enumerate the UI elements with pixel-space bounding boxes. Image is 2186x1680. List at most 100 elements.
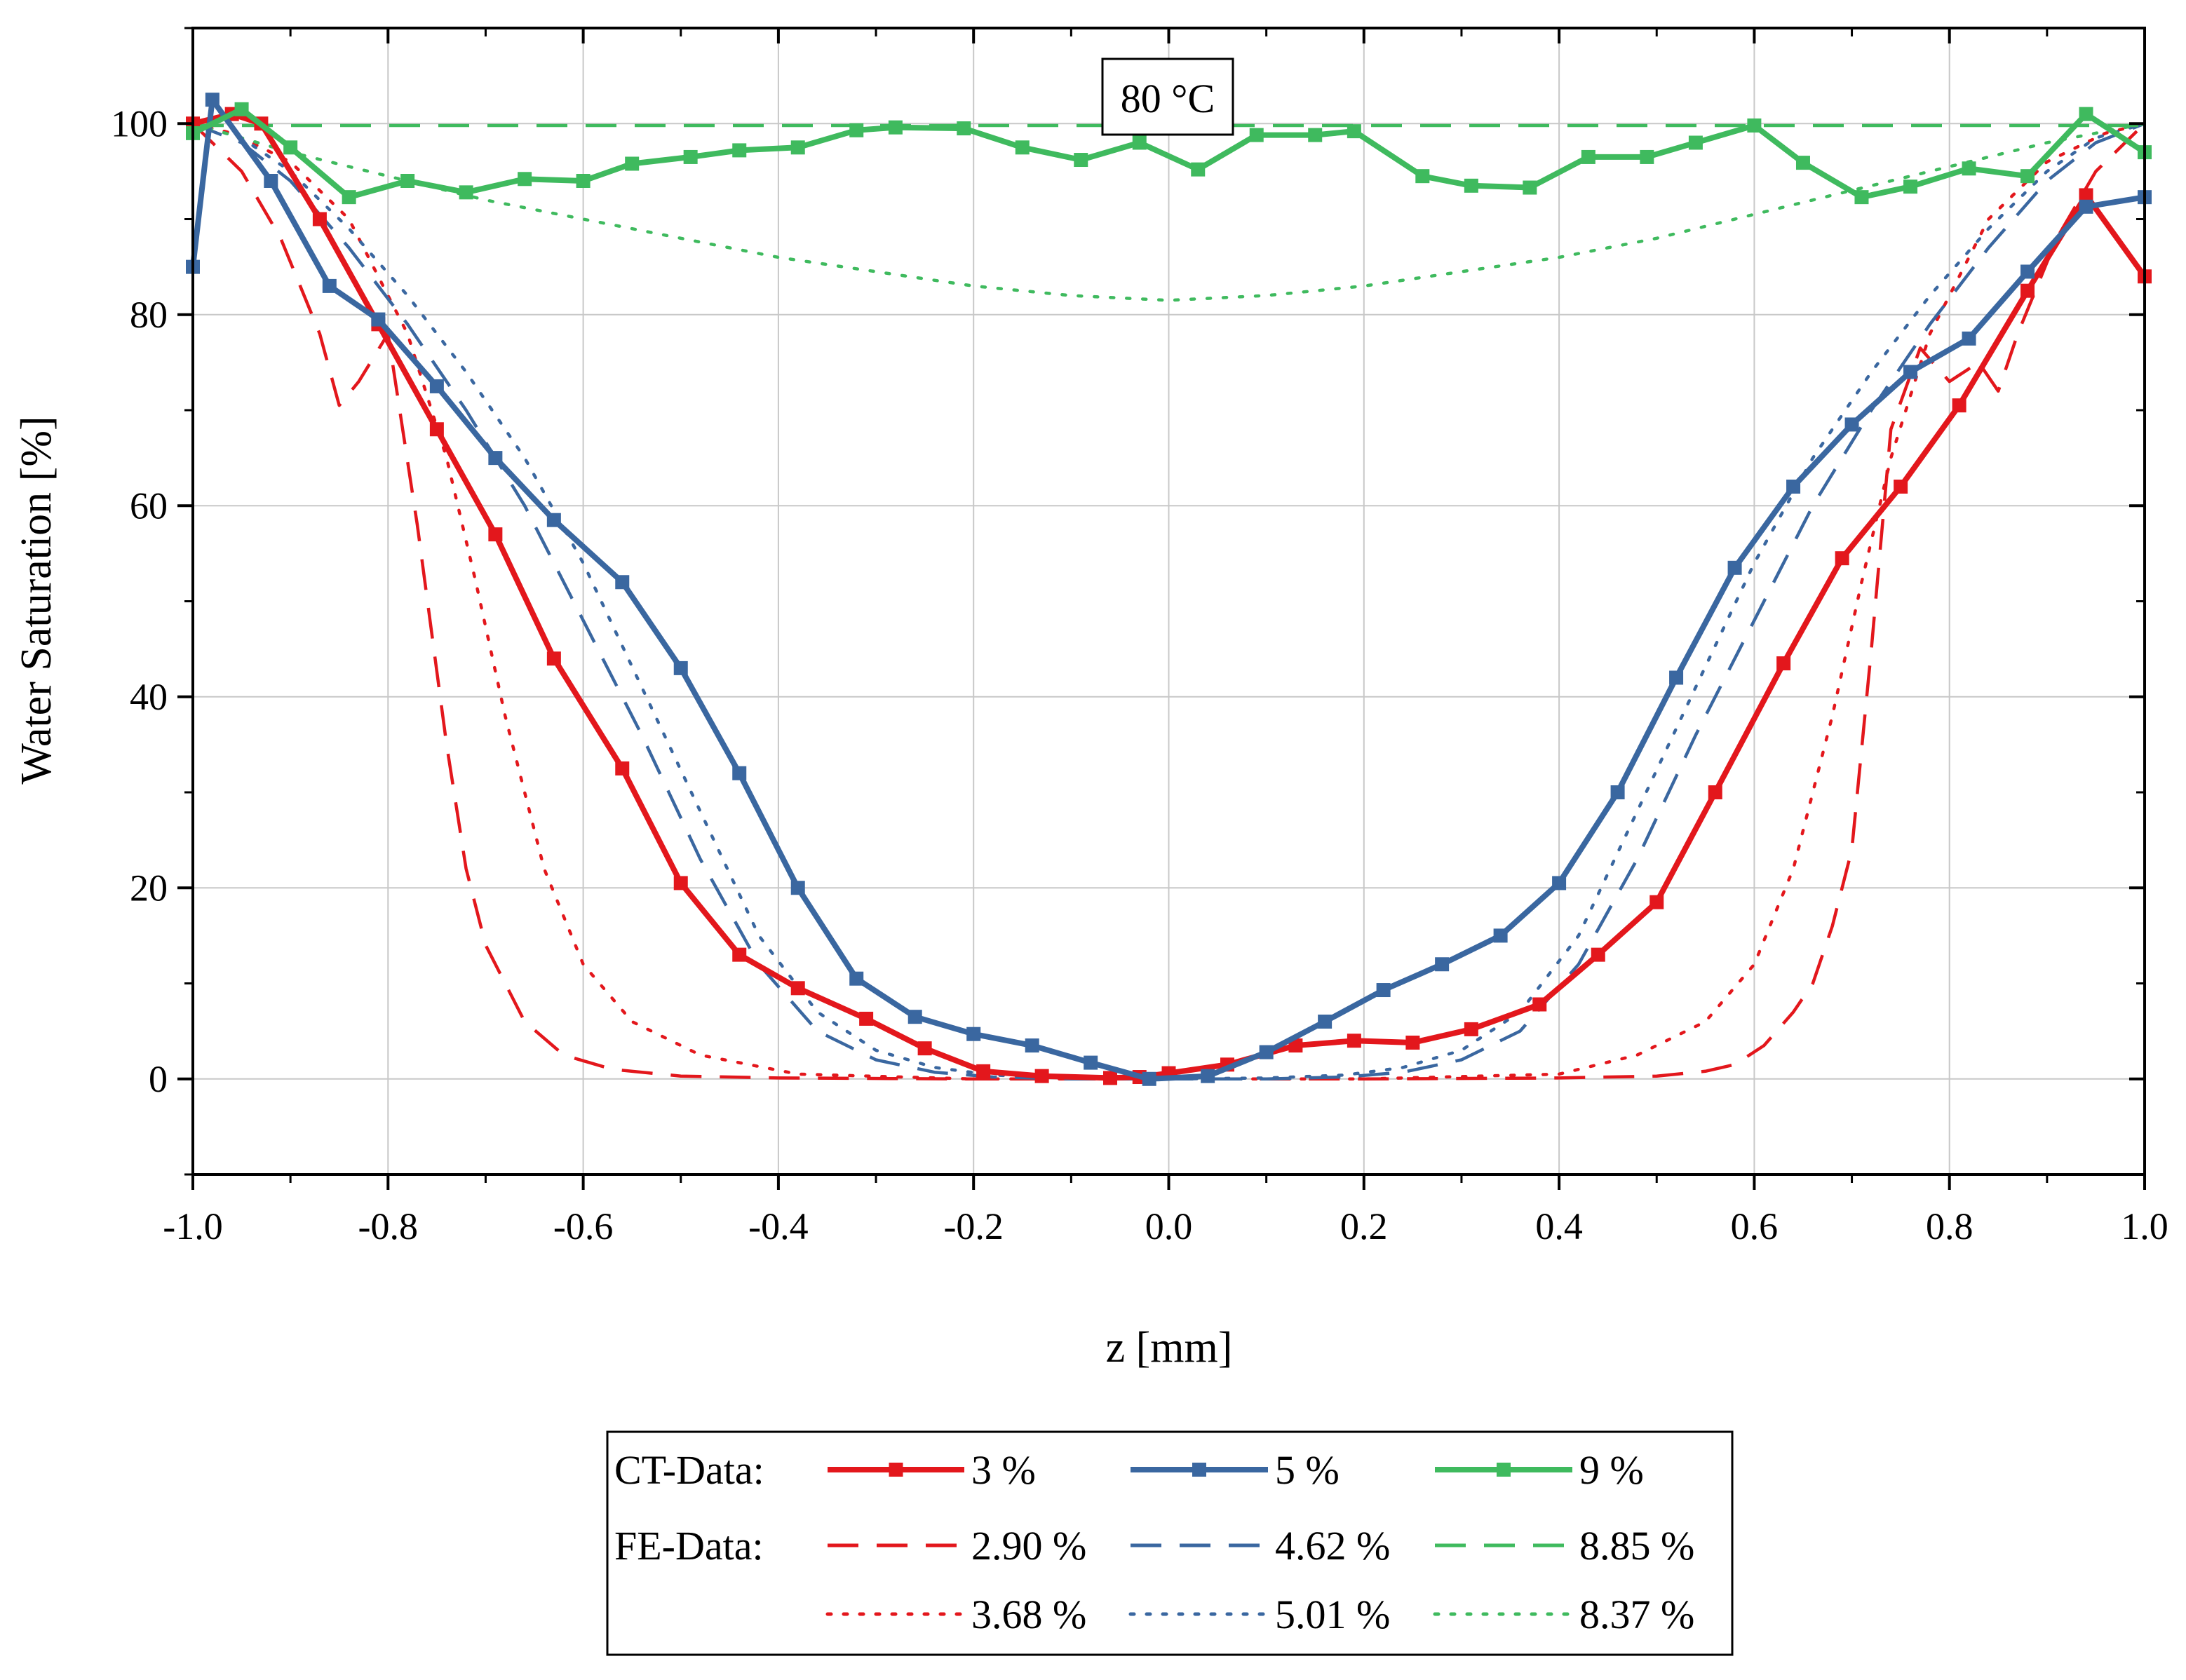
data-point <box>1727 560 1742 575</box>
x-tick-label: 0.4 <box>1535 1205 1583 1247</box>
y-tick-label: 0 <box>149 1058 168 1100</box>
data-point <box>1708 785 1722 799</box>
data-point <box>966 1027 981 1041</box>
data-point <box>1201 1069 1215 1083</box>
data-point <box>615 575 630 590</box>
data-point <box>849 123 864 137</box>
data-point <box>429 379 444 393</box>
data-point <box>546 513 561 527</box>
data-point <box>1376 983 1391 998</box>
data-point <box>732 143 747 158</box>
series-line <box>191 106 2147 201</box>
legend-entry-ct-3: 3 % <box>971 1447 1036 1493</box>
data-point <box>1688 135 1703 150</box>
data-point <box>2079 188 2093 203</box>
data-point <box>1844 417 1859 432</box>
data-point <box>976 1064 991 1078</box>
data-point <box>518 172 532 187</box>
data-point <box>673 661 688 675</box>
legend-ct-label: CT-Data: <box>614 1447 764 1493</box>
annotation-box <box>1101 57 1234 136</box>
data-point <box>322 278 337 293</box>
x-axis-title: z [mm] <box>1106 1324 1233 1371</box>
data-point <box>673 876 688 890</box>
data-point <box>790 140 805 155</box>
data-point <box>790 981 805 996</box>
y-tick-label: 80 <box>130 294 168 336</box>
data-point <box>1191 162 1206 177</box>
data-point <box>1142 1071 1156 1086</box>
x-tick-label: -0.2 <box>943 1205 1003 1247</box>
data-point <box>1854 190 1869 205</box>
data-point <box>615 761 630 775</box>
data-point <box>371 312 386 327</box>
data-point <box>205 93 220 107</box>
data-point <box>1747 118 1762 133</box>
data-point <box>1532 997 1547 1012</box>
data-point <box>488 527 503 542</box>
data-point <box>1894 480 1908 494</box>
series-line <box>191 122 2146 1081</box>
series-fe-2-90- <box>191 122 2146 1081</box>
data-point <box>1084 1055 1098 1070</box>
x-tick-label: 0.6 <box>1731 1205 1779 1247</box>
data-point <box>1415 169 1430 184</box>
legend-marker <box>1497 1463 1511 1477</box>
data-point <box>732 947 747 962</box>
data-point <box>917 1041 932 1056</box>
data-point <box>1591 947 1605 962</box>
data-point <box>1249 128 1264 142</box>
data-point <box>859 1011 874 1026</box>
axes: -1.0 -0.8 -0.6 -0.4 -0.2 0.0 0.2 0.4 0.6 0.8 1.0 0 2… <box>111 27 2168 1247</box>
data-point <box>1776 656 1791 671</box>
grid <box>192 28 2145 1174</box>
data-point <box>2079 199 2093 214</box>
legend-fe-label: FE-Data: <box>614 1523 764 1569</box>
data-point <box>1464 178 1478 193</box>
data-point <box>1903 179 1918 194</box>
legend-box <box>606 1430 1734 1656</box>
x-tick-label: -0.4 <box>748 1205 808 1247</box>
y-tick-label: 20 <box>130 867 168 909</box>
data-point <box>2020 169 2035 184</box>
data-point <box>625 156 640 171</box>
data-point <box>957 121 971 136</box>
legend-entry-fe-368: 3.68 % <box>971 1592 1086 1637</box>
data-point <box>1640 149 1654 164</box>
data-point <box>790 881 805 895</box>
y-axis-title: Water Saturation [%] <box>13 416 60 784</box>
data-point <box>1435 957 1450 972</box>
legend-marker <box>889 1463 903 1477</box>
y-tick-label: 100 <box>111 102 168 144</box>
series-line <box>191 122 2147 1081</box>
data-point <box>683 149 698 164</box>
data-point <box>1952 398 1966 413</box>
data-point <box>1132 135 1147 150</box>
data-point <box>1786 480 1801 494</box>
series-ct-5- <box>186 93 2152 1086</box>
data-point <box>888 120 903 135</box>
annotation-label: 80 °C <box>1121 76 1215 121</box>
data-point <box>1015 140 1030 155</box>
x-tick-label: -0.8 <box>358 1205 418 1247</box>
data-point <box>1552 876 1567 890</box>
legend-entry-fe-462: 4.62 % <box>1275 1523 1390 1569</box>
data-point <box>908 1010 922 1024</box>
data-point <box>312 212 327 226</box>
series-layer <box>186 93 2152 1086</box>
data-point <box>459 185 473 200</box>
legend-entry-ct-5: 5 % <box>1275 1447 1340 1493</box>
legend: CT-Data: FE-Data: 3 % 5 % 9 % 2.90 % 4.6… <box>606 1430 1734 1656</box>
data-point <box>1308 128 1323 142</box>
series-fe-3-68- <box>191 122 2147 1081</box>
y-tick-label: 40 <box>130 676 168 718</box>
data-point <box>849 971 864 986</box>
data-point <box>1259 1045 1274 1059</box>
data-point <box>1962 161 1976 176</box>
data-point <box>1835 551 1849 566</box>
data-point <box>264 174 278 188</box>
x-tick-label: 0.0 <box>1145 1205 1193 1247</box>
legend-swatches <box>825 1463 1574 1616</box>
data-point <box>1074 153 1088 168</box>
data-point <box>488 451 503 466</box>
